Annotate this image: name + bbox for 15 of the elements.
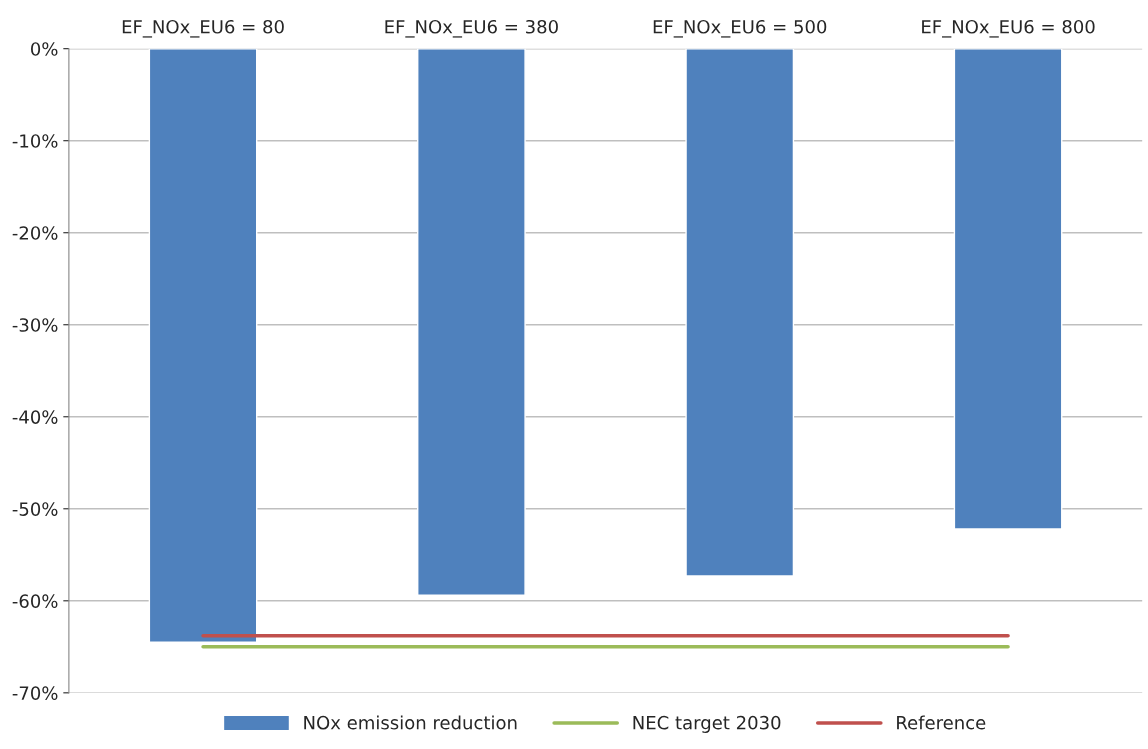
x-tick-label: EF_NOx_EU6 = 380 [385,19,558,38]
legend-label: NOx emission reduction [304,715,517,730]
x-tick-label: EF_NOx_EU6 = 800 [922,19,1095,38]
y-tick-label: -60% [12,594,58,608]
x-tick-label: EF_NOx_EU6 = 500 [653,19,827,38]
y-tick-label: -10% [12,134,58,148]
y-tick-label: -20% [12,226,58,240]
legend-label: NEC target 2030 [633,715,781,733]
y-tick-label: 0% [31,42,58,56]
y-tick-label: -30% [12,318,58,332]
y-tick-label: -50% [12,502,58,516]
x-tick-label: EF_NOx_EU6 = 80 [122,19,284,38]
legend-label: Reference [897,715,986,730]
y-tick-label: -40% [12,410,58,424]
y-tick-label: -70% [12,686,58,700]
